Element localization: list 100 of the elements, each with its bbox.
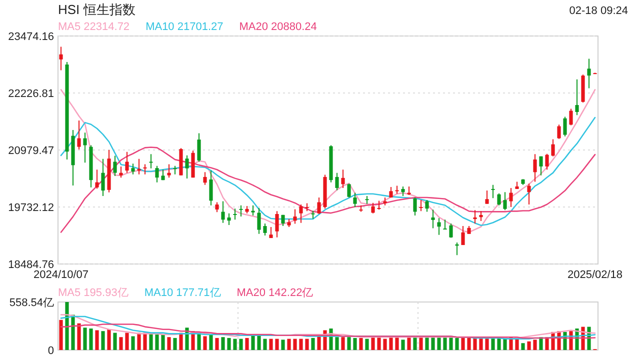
bar (215, 338, 219, 350)
y-tick-label: 20979.47 (8, 145, 54, 157)
candlestick (293, 208, 297, 224)
bar (359, 338, 363, 350)
candlestick (575, 78, 579, 116)
bar (467, 338, 471, 350)
text: MA10 21701.27 (146, 21, 224, 33)
candlestick (509, 187, 513, 208)
bar (281, 340, 285, 350)
bar (119, 337, 123, 350)
text: 02-18 09:24 (569, 5, 628, 17)
candlestick (275, 210, 279, 238)
candlestick (113, 155, 117, 176)
candlestick (233, 208, 237, 220)
bar (527, 341, 531, 350)
candlestick (371, 202, 375, 214)
bar (113, 332, 117, 350)
y-tick-label: 19732.12 (8, 202, 54, 214)
candlestick (443, 219, 447, 230)
x-tick-label: 2024/10/07 (33, 269, 89, 281)
candlestick (119, 166, 123, 178)
candlestick (461, 226, 465, 246)
candlestick (197, 132, 201, 162)
bar (365, 338, 369, 350)
bar (209, 334, 213, 350)
line-series (60, 324, 596, 339)
candlestick (215, 202, 219, 213)
candlestick (527, 183, 531, 205)
candlestick (551, 138, 555, 157)
x-tick-label: 2025/02/18 (567, 269, 623, 281)
candlestick (155, 165, 159, 183)
candlestick (335, 172, 339, 191)
bar (239, 338, 243, 350)
line-series (60, 146, 596, 233)
bar (431, 337, 435, 350)
candlestick (137, 158, 141, 175)
candlestick (431, 209, 435, 229)
bar (305, 338, 309, 350)
bar (77, 323, 81, 350)
bar (227, 338, 231, 350)
bar (263, 338, 267, 350)
y-tick-label: 23474.16 (8, 31, 54, 43)
chart-title: HSI 恒生指数 (58, 2, 136, 17)
candlestick (77, 120, 81, 150)
bar (293, 338, 297, 350)
bar (233, 338, 237, 350)
bar (539, 337, 543, 350)
bar (131, 336, 135, 350)
candlestick (317, 197, 321, 214)
bar (143, 332, 147, 350)
candlestick (485, 190, 489, 204)
bar (461, 338, 465, 350)
bar (533, 340, 537, 350)
bar (395, 337, 399, 350)
bar (125, 332, 129, 350)
candlestick (167, 164, 171, 178)
y-tick-label: 558.54亿 (9, 297, 54, 309)
text: MA20 20880.24 (239, 21, 317, 33)
bar (335, 337, 339, 350)
candlestick (425, 200, 429, 212)
bar (203, 336, 207, 350)
candlestick (101, 158, 105, 196)
bar (65, 302, 69, 350)
bar (149, 334, 153, 350)
bar (311, 338, 315, 350)
candlestick (251, 204, 255, 216)
bar (437, 337, 441, 350)
candlestick (59, 46, 63, 71)
candlestick (557, 124, 561, 140)
candlestick (503, 192, 507, 211)
bar (257, 335, 261, 350)
candlestick (263, 222, 267, 236)
candlestick (377, 200, 381, 210)
series-label: MA5 195.93亿 (58, 287, 128, 299)
y-tick-label: 0 (48, 345, 54, 357)
bar (353, 338, 357, 350)
candlestick (299, 204, 303, 224)
bar (455, 338, 459, 350)
candlestick (413, 197, 417, 216)
y-tick-label: 22226.81 (8, 88, 54, 100)
candlestick (125, 151, 129, 174)
candlestick (563, 116, 567, 137)
candlestick (491, 184, 495, 199)
bar (383, 338, 387, 350)
bar (341, 337, 345, 350)
candlestick (209, 170, 213, 206)
bar (221, 337, 225, 350)
bar (317, 336, 321, 350)
candlestick (257, 207, 261, 234)
bar (161, 334, 165, 350)
bar (71, 314, 75, 350)
candlestick (221, 200, 225, 224)
bar (545, 337, 549, 350)
text: MA10 177.71亿 (144, 287, 221, 299)
candlestick (353, 192, 357, 208)
candlestick (473, 210, 477, 224)
bar (401, 340, 405, 350)
bar (521, 343, 525, 350)
candlestick (569, 108, 573, 126)
candlestick (131, 163, 135, 175)
